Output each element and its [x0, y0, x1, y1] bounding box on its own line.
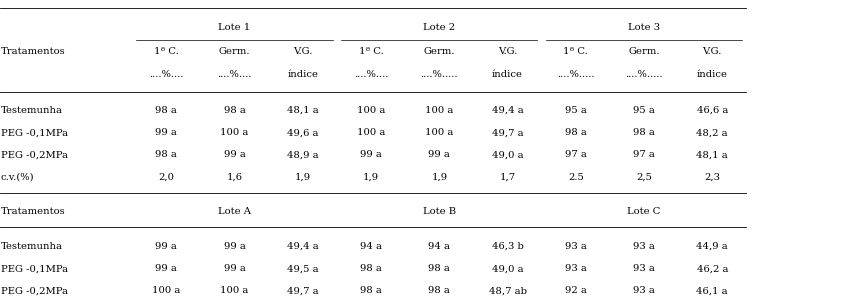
- Text: 1ª C.: 1ª C.: [153, 47, 179, 56]
- Text: PEG -0,2MPa: PEG -0,2MPa: [1, 286, 68, 296]
- Text: 93 a: 93 a: [632, 286, 654, 296]
- Text: 97 a: 97 a: [564, 150, 586, 160]
- Text: 99 a: 99 a: [155, 242, 177, 251]
- Text: Testemunha: Testemunha: [1, 242, 63, 251]
- Text: 98 a: 98 a: [360, 286, 382, 296]
- Text: Testemunha: Testemunha: [1, 106, 63, 115]
- Text: 94 a: 94 a: [360, 242, 382, 251]
- Text: 1,9: 1,9: [363, 173, 378, 182]
- Text: 49,7 a: 49,7 a: [491, 128, 523, 137]
- Text: 49,4 a: 49,4 a: [491, 106, 523, 115]
- Text: 49,7 a: 49,7 a: [286, 286, 319, 296]
- Text: 1,7: 1,7: [499, 173, 515, 182]
- Text: 98 a: 98 a: [632, 128, 654, 137]
- Text: Lote 3: Lote 3: [627, 23, 659, 32]
- Text: 2.5: 2.5: [567, 173, 583, 182]
- Text: ....%....: ....%....: [149, 70, 183, 79]
- Text: 49,4 a: 49,4 a: [286, 242, 319, 251]
- Text: 48,1 a: 48,1 a: [286, 106, 319, 115]
- Text: 49,0 a: 49,0 a: [491, 150, 523, 160]
- Text: 49,6 a: 49,6 a: [287, 128, 318, 137]
- Text: índice: índice: [287, 70, 318, 79]
- Text: Germ.: Germ.: [423, 47, 454, 56]
- Text: Lote C: Lote C: [626, 207, 660, 217]
- Text: 99 a: 99 a: [155, 264, 177, 273]
- Text: 98 a: 98 a: [428, 286, 450, 296]
- Text: 46,6 a: 46,6 a: [696, 106, 727, 115]
- Text: ....%.....: ....%.....: [625, 70, 662, 79]
- Text: 49,5 a: 49,5 a: [286, 264, 319, 273]
- Text: 46,2 a: 46,2 a: [696, 264, 727, 273]
- Text: V.G.: V.G.: [498, 47, 516, 56]
- Text: ....%....: ....%....: [217, 70, 251, 79]
- Text: 100 a: 100 a: [220, 128, 249, 137]
- Text: Lote 1: Lote 1: [218, 23, 250, 32]
- Text: 99 a: 99 a: [223, 242, 245, 251]
- Text: 2,5: 2,5: [636, 173, 651, 182]
- Text: 99 a: 99 a: [155, 128, 177, 137]
- Text: 1,9: 1,9: [431, 173, 446, 182]
- Text: 2,0: 2,0: [158, 173, 174, 182]
- Text: 98 a: 98 a: [360, 264, 382, 273]
- Text: Tratamentos: Tratamentos: [1, 47, 66, 56]
- Text: V.G.: V.G.: [702, 47, 721, 56]
- Text: 48,9 a: 48,9 a: [286, 150, 319, 160]
- Text: 97 a: 97 a: [632, 150, 654, 160]
- Text: 98 a: 98 a: [223, 106, 245, 115]
- Text: 100 a: 100 a: [424, 128, 453, 137]
- Text: 92 a: 92 a: [564, 286, 586, 296]
- Text: 99 a: 99 a: [223, 150, 245, 160]
- Text: 2,3: 2,3: [704, 173, 719, 182]
- Text: 1ª C.: 1ª C.: [358, 47, 383, 56]
- Text: 93 a: 93 a: [632, 242, 654, 251]
- Text: 98 a: 98 a: [564, 128, 586, 137]
- Text: Tratamentos: Tratamentos: [1, 207, 66, 217]
- Text: índice: índice: [492, 70, 522, 79]
- Text: Germ.: Germ.: [628, 47, 659, 56]
- Text: 100 a: 100 a: [356, 128, 385, 137]
- Text: Lote 2: Lote 2: [423, 23, 455, 32]
- Text: V.G.: V.G.: [293, 47, 312, 56]
- Text: 1ª C.: 1ª C.: [562, 47, 588, 56]
- Text: ....%....: ....%....: [354, 70, 388, 79]
- Text: 100 a: 100 a: [424, 106, 453, 115]
- Text: PEG -0,1MPa: PEG -0,1MPa: [1, 264, 68, 273]
- Text: 99 a: 99 a: [428, 150, 450, 160]
- Text: c.v.(%): c.v.(%): [1, 173, 34, 182]
- Text: 99 a: 99 a: [360, 150, 382, 160]
- Text: 93 a: 93 a: [564, 264, 586, 273]
- Text: índice: índice: [696, 70, 727, 79]
- Text: ....%.....: ....%.....: [556, 70, 594, 79]
- Text: 94 a: 94 a: [428, 242, 450, 251]
- Text: 1,6: 1,6: [227, 173, 242, 182]
- Text: 98 a: 98 a: [155, 106, 177, 115]
- Text: 98 a: 98 a: [155, 150, 177, 160]
- Text: 100 a: 100 a: [220, 286, 249, 296]
- Text: 44,9 a: 44,9 a: [695, 242, 728, 251]
- Text: ....%.....: ....%.....: [420, 70, 458, 79]
- Text: 46,3 b: 46,3 b: [491, 242, 523, 251]
- Text: Lote B: Lote B: [423, 207, 455, 217]
- Text: PEG -0,1MPa: PEG -0,1MPa: [1, 128, 68, 137]
- Text: 93 a: 93 a: [632, 264, 654, 273]
- Text: 100 a: 100 a: [356, 106, 385, 115]
- Text: 95 a: 95 a: [564, 106, 586, 115]
- Text: 98 a: 98 a: [428, 264, 450, 273]
- Text: 100 a: 100 a: [152, 286, 181, 296]
- Text: 1,9: 1,9: [295, 173, 310, 182]
- Text: PEG -0,2MPa: PEG -0,2MPa: [1, 150, 68, 160]
- Text: 49,0 a: 49,0 a: [491, 264, 523, 273]
- Text: 48,2 a: 48,2 a: [695, 128, 728, 137]
- Text: 48,7 ab: 48,7 ab: [488, 286, 526, 296]
- Text: 99 a: 99 a: [223, 264, 245, 273]
- Text: 93 a: 93 a: [564, 242, 586, 251]
- Text: Germ.: Germ.: [219, 47, 250, 56]
- Text: 95 a: 95 a: [632, 106, 654, 115]
- Text: Lote A: Lote A: [218, 207, 250, 217]
- Text: 46,1 a: 46,1 a: [695, 286, 728, 296]
- Text: 48,1 a: 48,1 a: [695, 150, 728, 160]
